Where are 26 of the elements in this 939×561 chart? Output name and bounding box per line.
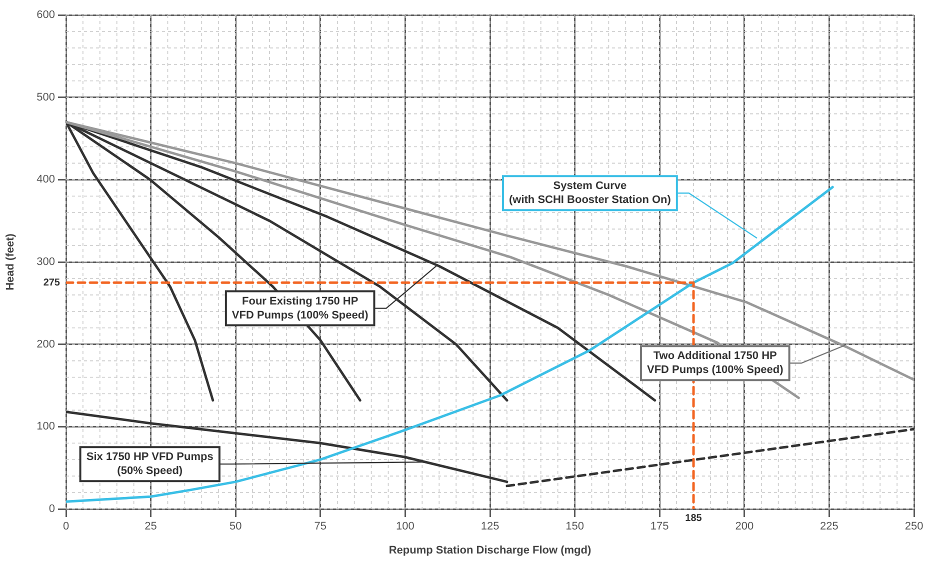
x-tick-label: 150 [566, 520, 584, 533]
x-tick-label: 125 [480, 520, 500, 533]
annotation: Two Additional 1750 HP VFD Pumps (100% Speed) [646, 350, 784, 376]
x-tick-label: 50 [229, 520, 242, 533]
y-tick-label: 600 [36, 9, 55, 22]
y-tick-label: 200 [36, 338, 55, 350]
x-tick-label: 100 [396, 520, 414, 533]
x-tick-label: 200 [735, 520, 754, 533]
y-axis-title: Head (feet) [4, 233, 17, 290]
x-tick-label: 250 [904, 520, 924, 533]
x-tick-label: 175 [650, 520, 669, 533]
y-tick-label: 0 [48, 503, 55, 516]
annotation: Six 1750 HP VFD Pumps (50% Speed) [86, 451, 214, 478]
y-tick-label: 100 [36, 420, 55, 433]
annotation: Four Existing 1750 HP VFD Pumps (100% Speed) [232, 295, 369, 322]
y-tick-label: 300 [36, 256, 55, 268]
y-tick-label: 400 [36, 174, 55, 186]
annotation: 185 [685, 512, 702, 524]
x-tick-label: 0 [62, 520, 70, 533]
x-tick-label: 25 [144, 520, 157, 533]
x-tick-label: 75 [314, 520, 327, 533]
y-tick-label: 500 [36, 91, 55, 104]
x-axis-title: Repump Station Discharge Flow (mgd) [388, 544, 592, 556]
x-tick-label: 225 [820, 520, 838, 533]
annotation: System Curve (with SCHI Booster Station On) [508, 180, 672, 206]
annotation: 275 [43, 277, 60, 288]
